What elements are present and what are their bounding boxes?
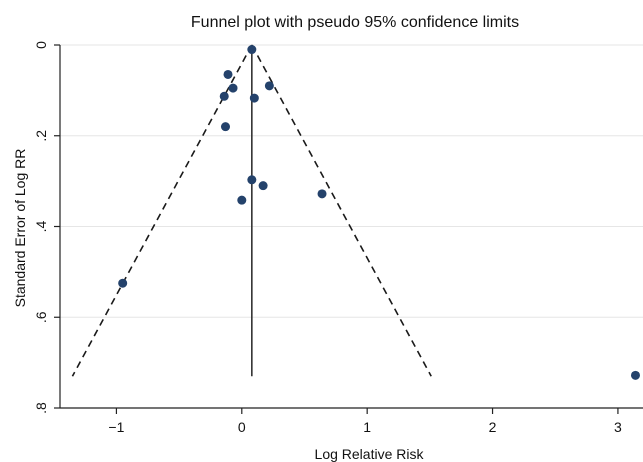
study-point [249,93,259,103]
study-point [118,278,128,288]
x-tick-label: −1 [108,419,124,435]
study-point [219,91,229,101]
lower-confidence-limit-line [71,44,253,377]
axes: 0 .2 .4 .6 .8 −1 0 1 2 3 [33,41,643,435]
study-point [258,181,268,191]
y-axis-label: Standard Error of Log RR [12,149,28,308]
y-tick-label: .8 [33,402,49,414]
x-tick-label: 0 [238,419,246,435]
study-point [247,175,257,185]
study-point [317,189,327,199]
study-point [228,83,238,93]
study-point [264,81,274,91]
y-tick-label: .6 [33,311,49,323]
x-axis-label: Log Relative Risk [315,446,425,462]
study-point [247,45,257,55]
study-point [220,122,230,132]
y-tick-label: .4 [33,220,49,232]
study-point [223,69,233,79]
y-tick-label: 0 [33,41,49,49]
study-point [237,195,247,205]
y-tick-label: .2 [33,130,49,142]
study-points [118,45,640,380]
x-tick-label: 3 [614,419,622,435]
chart-title: Funnel plot with pseudo 95% confidence l… [191,14,519,31]
x-tick-label: 2 [489,419,497,435]
upper-confidence-limit-line [251,44,432,377]
gridlines [60,44,643,409]
x-tick-label: 1 [363,419,371,435]
study-point [630,370,640,380]
